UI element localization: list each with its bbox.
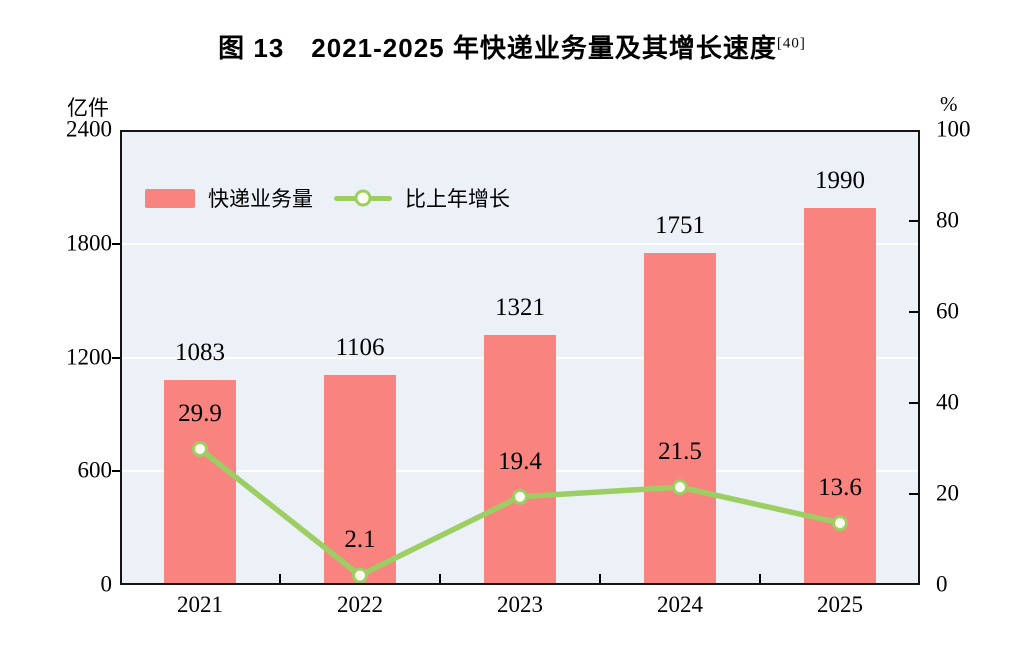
- left-axis-tick: [112, 242, 120, 245]
- line-series-swatch-icon: [334, 189, 392, 208]
- x-axis-label: 2024: [657, 592, 703, 617]
- bar: [644, 253, 716, 585]
- x-axis-label: 2021: [177, 592, 223, 617]
- line-series: [192, 440, 848, 584]
- x-axis-tick: [599, 574, 601, 583]
- legend-item-line-series: 比上年增长: [334, 183, 510, 213]
- line-marker: [832, 515, 848, 532]
- line-marker: [352, 567, 368, 584]
- right-axis-tick: [909, 311, 918, 313]
- left-axis-tick: [112, 470, 120, 473]
- left-axis-tick: [112, 356, 120, 359]
- chart-title-footnote-ref: [40]: [776, 35, 806, 52]
- right-axis-tick: [909, 493, 918, 495]
- right-axis-tick-label: 60: [936, 298, 959, 324]
- chart-title-text: 图 13 2021-2025 年快递业务量及其增长速度: [218, 33, 777, 63]
- left-axis-tick-label: 2400: [66, 116, 112, 142]
- right-axis-tick-label: 20: [936, 480, 959, 506]
- bar-series-swatch-icon: [145, 188, 195, 208]
- bar-value-label: 1106: [335, 334, 385, 362]
- right-axis-tick: [909, 402, 918, 404]
- right-axis-tick-label: 100: [936, 116, 971, 142]
- x-axis-tick: [759, 574, 761, 583]
- left-axis-tick-label: 600: [77, 457, 113, 483]
- bar: [324, 375, 396, 585]
- bar-value-label: 1321: [495, 293, 545, 321]
- growth-value-label: 13.6: [818, 474, 862, 502]
- right-axis-tick-label: 40: [936, 389, 959, 415]
- gridline: [120, 242, 920, 245]
- bar-value-label: 1083: [175, 338, 225, 366]
- growth-value-label: 19.4: [498, 447, 542, 475]
- legend-label-bar-series: 快递业务量: [208, 188, 313, 211]
- left-axis-tick-label: 1200: [66, 343, 112, 369]
- legend-label-line-series: 比上年增长: [405, 188, 510, 211]
- left-axis-tick-label: 0: [100, 571, 113, 597]
- x-axis-tick: [279, 574, 281, 583]
- right-axis-tick-label: 80: [936, 207, 959, 233]
- x-axis-label: 2025: [817, 592, 863, 617]
- bar-value-label: 1990: [815, 166, 865, 194]
- x-axis-label: 2023: [497, 592, 543, 617]
- line-marker: [672, 479, 688, 496]
- growth-value-label: 2.1: [344, 526, 376, 554]
- chart-title: 图 13 2021-2025 年快递业务量及其增长速度[40]: [0, 28, 1024, 65]
- bar-value-label: 1751: [655, 212, 705, 240]
- right-axis-tick-label: 0: [936, 571, 948, 597]
- left-axis-unit-label: 亿件: [67, 97, 109, 120]
- legend: 快递业务量 比上年增长: [145, 183, 510, 213]
- right-axis-tick: [909, 220, 918, 222]
- bar: [484, 334, 556, 585]
- line-marker: [192, 440, 208, 457]
- right-axis-unit-label: %: [940, 92, 958, 116]
- line-marker: [512, 488, 528, 505]
- growth-value-label: 29.9: [178, 399, 222, 427]
- growth-value-label: 21.5: [658, 438, 702, 466]
- left-axis-tick-label: 1800: [66, 230, 112, 256]
- x-axis-tick: [439, 574, 441, 583]
- x-axis-label: 2022: [337, 592, 383, 617]
- bar: [164, 379, 236, 585]
- legend-item-bar-series: 快递业务量: [145, 183, 313, 213]
